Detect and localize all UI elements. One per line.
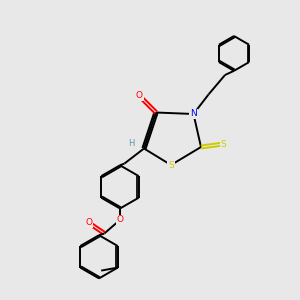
Text: O: O [136,92,143,100]
Text: N: N [190,110,197,118]
Text: S: S [220,140,226,148]
Text: S: S [168,160,174,169]
Text: O: O [85,218,92,227]
Text: H: H [128,139,135,148]
Text: O: O [116,215,124,224]
